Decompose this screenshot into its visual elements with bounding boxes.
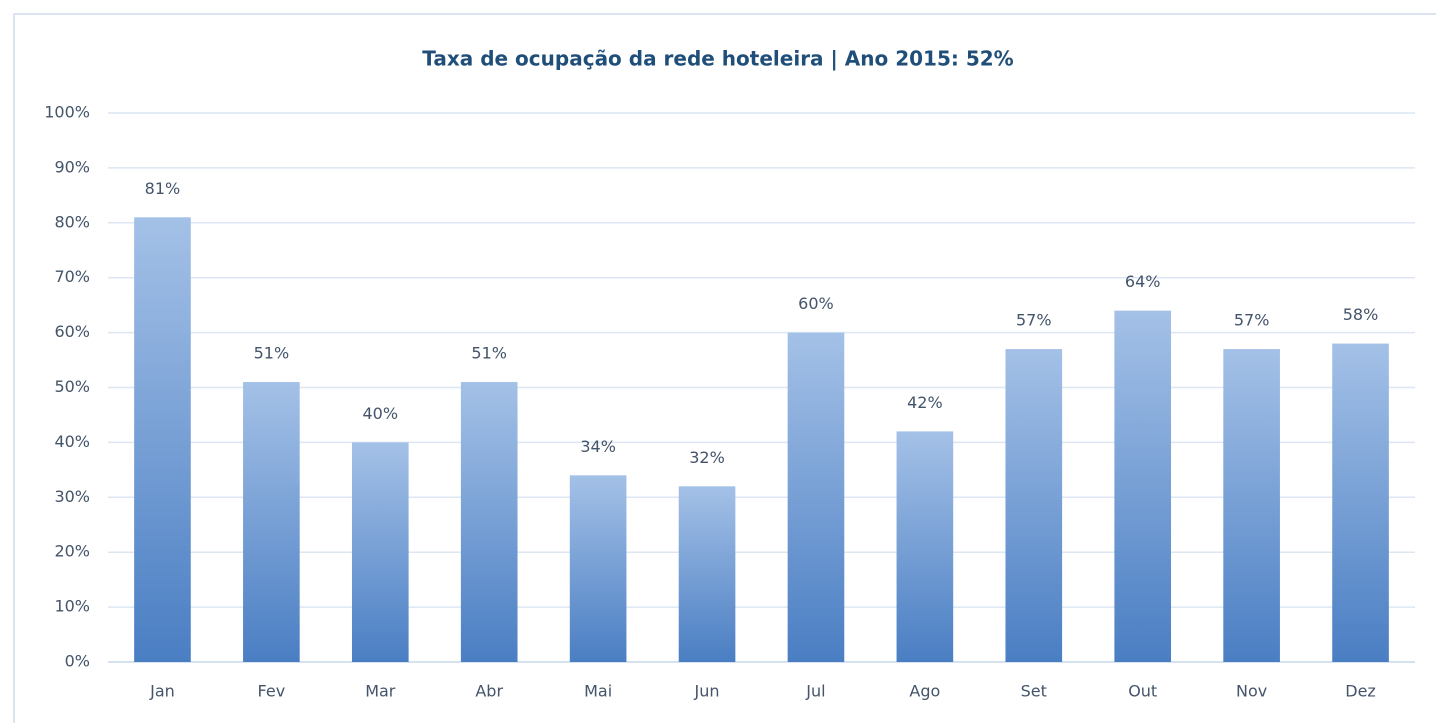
data-label: 51% [471,344,507,363]
bar [351,442,409,662]
y-tick-label: 20% [54,542,90,561]
x-tick-label: Abr [475,682,503,701]
data-label: 81% [145,179,181,198]
data-label: 42% [907,393,943,412]
bar [1005,349,1063,662]
bar [896,431,954,662]
bar [787,332,845,662]
y-tick-label: 0% [65,652,90,671]
x-tick-label: Dez [1345,682,1376,701]
x-tick-label: Mar [365,682,396,701]
x-tick-label: Jun [694,682,720,701]
x-tick-label: Mai [584,682,612,701]
x-tick-label: Fev [258,682,286,701]
y-tick-label: 40% [54,432,90,451]
data-label: 58% [1343,305,1379,324]
bar [678,486,736,662]
chart-frame [13,13,1436,723]
y-tick-label: 60% [54,322,90,341]
data-label: 40% [363,404,399,423]
data-label: 57% [1234,311,1270,330]
y-tick-label: 10% [54,597,90,616]
data-label: 60% [798,294,834,313]
data-label: 34% [580,437,616,456]
y-tick-label: 90% [54,157,90,176]
bar [569,475,627,662]
y-tick-label: 30% [54,487,90,506]
x-tick-label: Jul [805,682,825,701]
x-tick-label: Ago [909,682,940,701]
bar [1114,310,1172,662]
y-tick-label: 80% [54,212,90,231]
bar [1223,349,1280,662]
data-label: 51% [254,344,290,363]
x-tick-label: Out [1128,682,1157,701]
x-tick-label: Set [1021,682,1047,701]
bar [1332,343,1389,662]
chart-title: Taxa de ocupação da rede hoteleira | Ano… [422,47,1013,71]
bar [243,382,300,662]
data-label: 57% [1016,311,1052,330]
x-tick-label: Jan [149,682,175,701]
data-label: 32% [689,448,725,467]
bar [460,382,518,662]
x-tick-label: Nov [1236,682,1267,701]
y-tick-label: 70% [54,267,90,286]
y-tick-label: 100% [44,103,90,122]
data-label: 64% [1125,272,1161,291]
bar [134,217,191,662]
y-tick-label: 50% [54,377,90,396]
